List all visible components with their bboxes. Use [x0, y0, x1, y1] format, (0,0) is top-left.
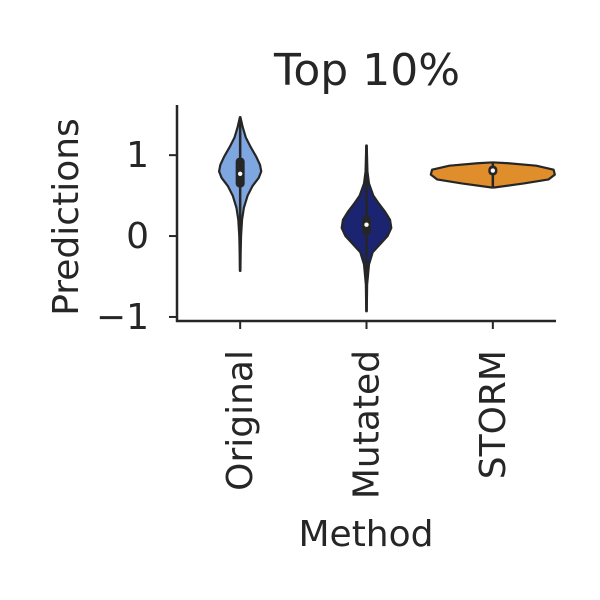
- chart-title: Top 10%: [273, 45, 460, 96]
- y-tick-labels: 1 0 −1: [96, 135, 177, 338]
- x-tick-label: STORM: [473, 350, 514, 479]
- violin-median-dot: [490, 168, 496, 173]
- x-axis-label: Method: [298, 514, 433, 555]
- x-tick-labels: Original Mutated STORM: [220, 321, 514, 499]
- violin-mutated: [340, 144, 393, 313]
- violin-median-dot: [237, 171, 243, 176]
- plot-area: [217, 116, 556, 313]
- x-tick-label: Mutated: [347, 350, 388, 499]
- violin-storm: [429, 161, 556, 189]
- y-axis-label: Predictions: [46, 118, 87, 316]
- x-tick-label: Original: [220, 350, 261, 491]
- violin-original: [217, 116, 263, 272]
- y-tick-label: 1: [126, 135, 149, 176]
- violin-median-dot: [364, 222, 369, 227]
- y-tick-label: −1: [96, 297, 149, 338]
- y-tick-label: 0: [126, 216, 149, 257]
